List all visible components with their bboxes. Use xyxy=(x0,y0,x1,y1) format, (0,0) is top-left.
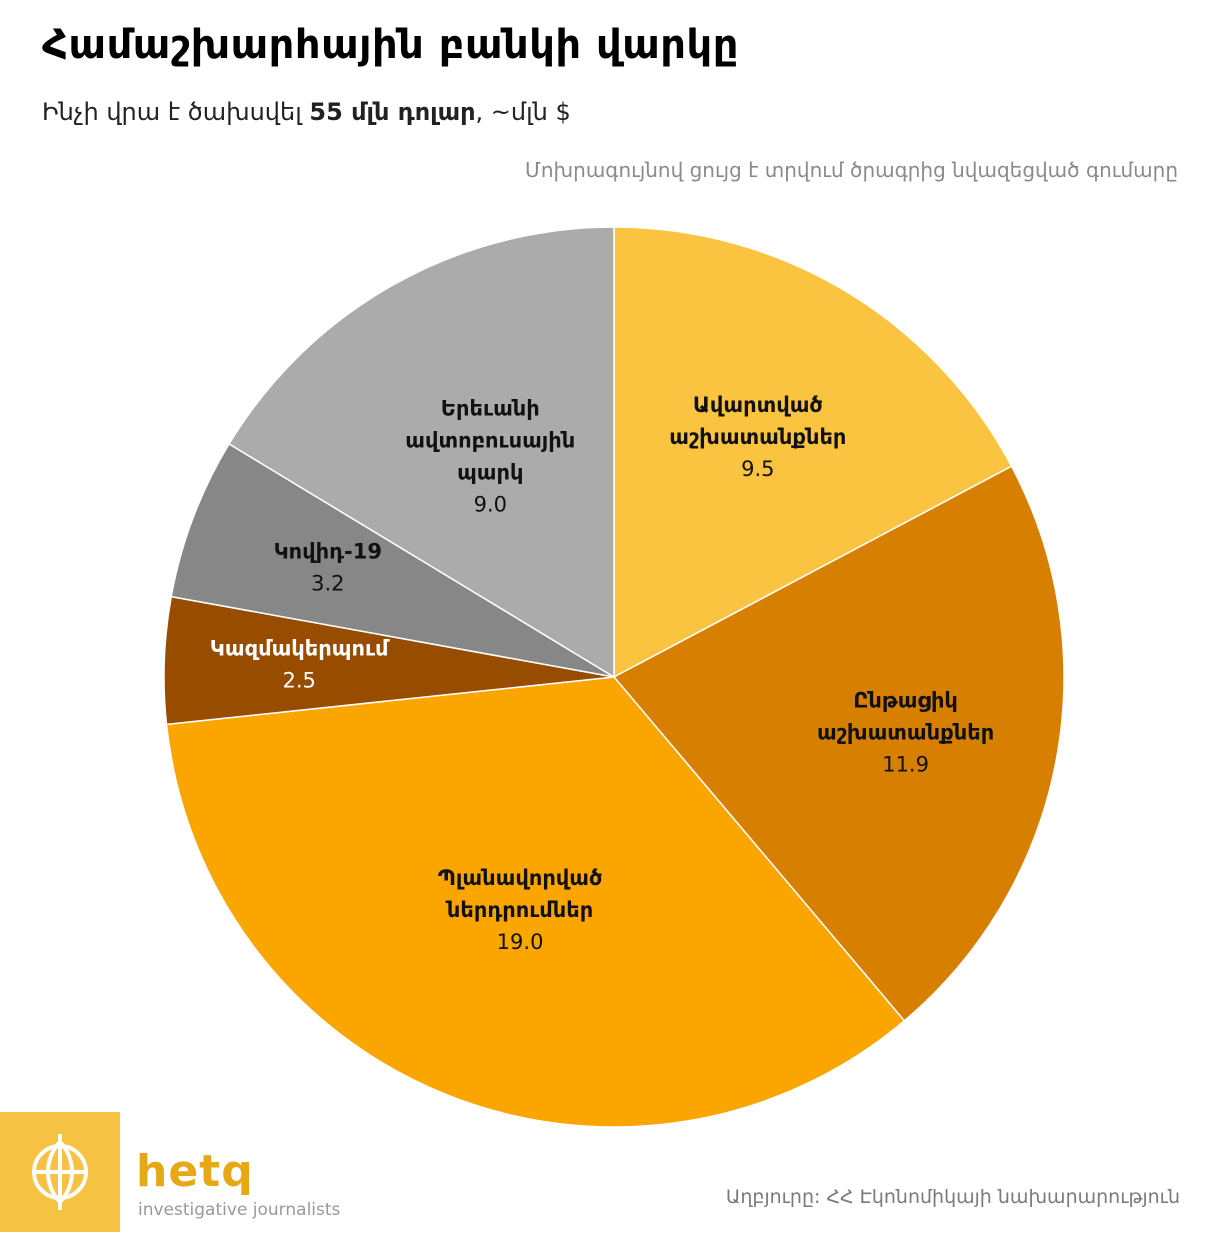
subtitle-prefix: Ինչի վրա է ծախսվել xyxy=(42,98,310,126)
slice-value-label: 9.5 xyxy=(741,457,774,481)
slice-label: պարկ xyxy=(457,460,523,484)
slice-label: աշխատանքներ xyxy=(817,720,994,744)
slice-label: ավտոբուսային xyxy=(405,428,575,452)
pie-slice xyxy=(612,465,1065,1022)
slice-label: Ավարտված xyxy=(693,393,823,417)
subtitle-unit: , ~մլն $ xyxy=(475,98,571,126)
logo-box xyxy=(0,1112,120,1232)
pie-slice xyxy=(228,226,615,679)
slice-label: Կազմակերպում xyxy=(210,636,390,660)
source-note: Աղբյուրը: ՀՀ Էկոնոմիկայի նախարարություն xyxy=(725,1186,1180,1208)
slice-value-label: 3.2 xyxy=(311,572,344,596)
slice-label: ներդրումներ xyxy=(445,898,593,922)
slice-value-label: 9.0 xyxy=(474,492,507,516)
slice-label: Ընթացիկ xyxy=(853,688,958,712)
grey-slices-note: Մոխրագույնով ցույց է տրվում ծրագրից նվազ… xyxy=(525,158,1178,182)
slice-value-label: 11.9 xyxy=(882,752,929,776)
pie-slice xyxy=(613,226,1013,679)
slice-value-label: 2.5 xyxy=(283,668,316,692)
globe-emblem-icon xyxy=(32,1134,88,1210)
slice-label: Պլանավորված xyxy=(438,866,603,890)
logo-tagline: investigative journalists xyxy=(138,1200,341,1220)
slice-label: Երեւանի xyxy=(441,396,540,420)
subtitle-amount: 55 մլն դոլար xyxy=(309,98,476,126)
chart-title: Համաշխարհային բանկի վարկը xyxy=(42,22,739,68)
pie-slice xyxy=(165,676,906,1128)
slice-label: աշխատանքներ xyxy=(669,425,846,449)
chart-subtitle: Ինչի վրա է ծախսվել 55 մլն դոլար, ~մլն $ xyxy=(42,98,571,126)
slice-label: Կովիդ-19 xyxy=(274,540,382,564)
logo-name: hetq xyxy=(136,1146,254,1197)
pie-slice xyxy=(170,442,615,678)
slice-value-label: 19.0 xyxy=(497,930,544,954)
